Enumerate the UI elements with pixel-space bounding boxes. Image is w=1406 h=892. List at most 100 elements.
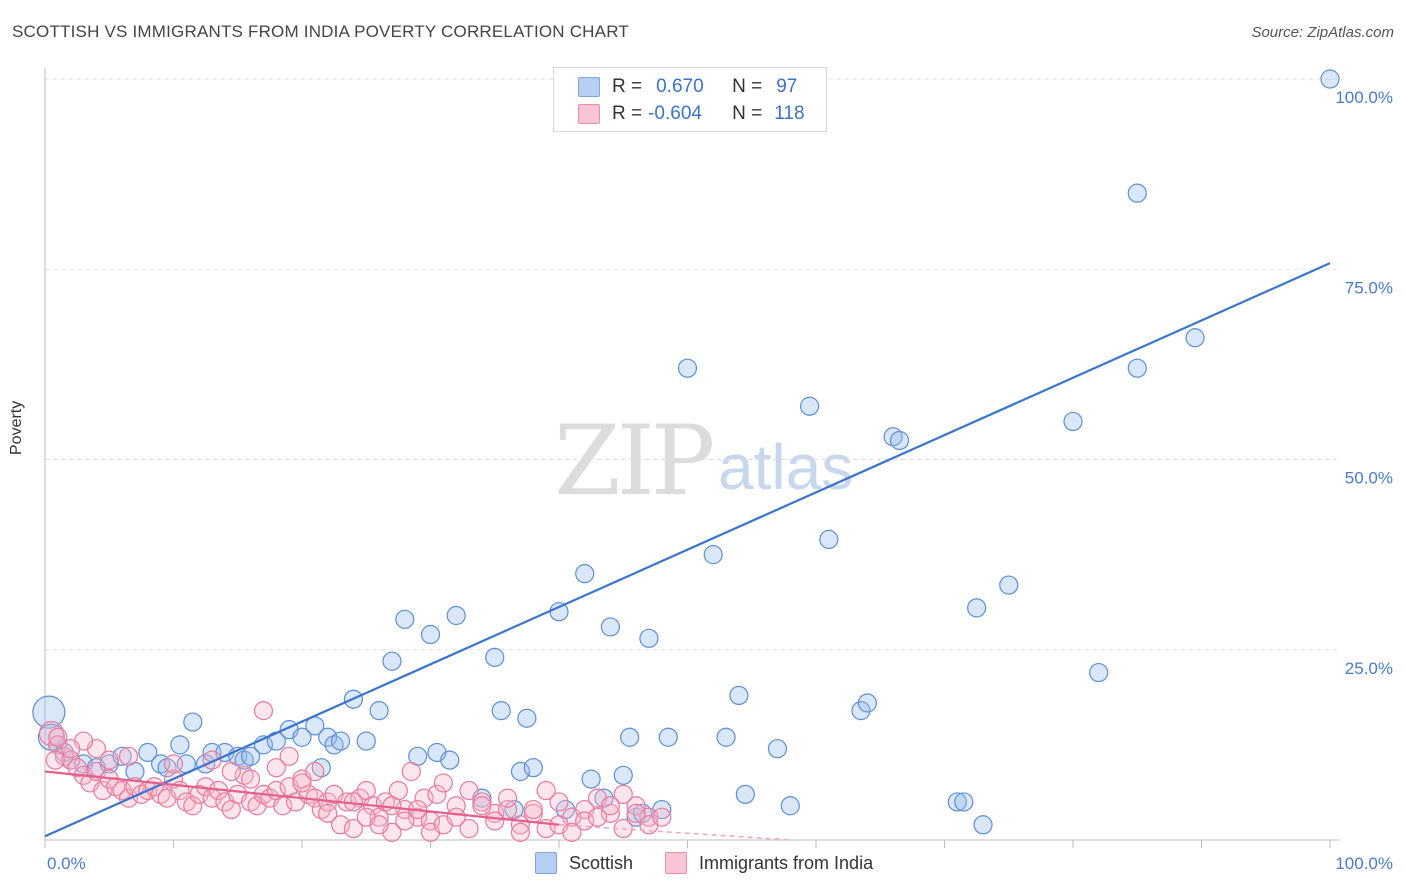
scottish-point bbox=[183, 712, 203, 732]
bottom-legend-swatch-india bbox=[665, 852, 688, 874]
scottish-point bbox=[967, 598, 987, 618]
india-point bbox=[600, 796, 621, 816]
india-point bbox=[408, 807, 428, 827]
legend-swatch-scottish bbox=[578, 77, 600, 97]
india-point bbox=[48, 727, 68, 747]
india-point bbox=[61, 739, 81, 759]
scottish-point bbox=[292, 727, 312, 747]
india-point bbox=[118, 746, 139, 766]
scottish-point bbox=[112, 746, 132, 766]
scottish-point bbox=[523, 758, 543, 778]
bottom-legend-label: Immigrants from India bbox=[699, 852, 874, 873]
scottish-point bbox=[735, 784, 755, 804]
y-tick-label: 25.0% bbox=[1345, 659, 1393, 678]
scottish-point bbox=[767, 739, 788, 759]
scottish-point bbox=[138, 742, 158, 763]
bottom-legend-scottish[interactable]: Scottish bbox=[535, 852, 633, 874]
legend-box: R = 0.670 N = 97 R = -0.604 N = 118 bbox=[553, 67, 827, 132]
y-tick-label: 50.0% bbox=[1345, 469, 1393, 488]
india-point bbox=[369, 815, 389, 835]
scottish-point bbox=[485, 647, 505, 667]
scottish-point bbox=[241, 746, 261, 766]
scottish-point bbox=[999, 575, 1019, 595]
scottish-point bbox=[510, 761, 531, 782]
india-point bbox=[183, 796, 203, 816]
scottish-point bbox=[658, 727, 678, 747]
india-point bbox=[510, 822, 531, 842]
scottish-point bbox=[639, 628, 659, 648]
india-point bbox=[61, 750, 81, 770]
y-tick-label: 75.0% bbox=[1345, 278, 1393, 297]
scottish-point bbox=[620, 727, 640, 747]
india-point bbox=[536, 780, 556, 801]
india-trend-extension bbox=[558, 824, 791, 841]
legend-swatch-india bbox=[578, 104, 600, 124]
scottish-point bbox=[440, 750, 460, 770]
scottish-point bbox=[1320, 69, 1340, 89]
legend-n-label: N = bbox=[732, 76, 763, 97]
india-point bbox=[330, 815, 351, 835]
scottish-point bbox=[517, 708, 537, 728]
india-point bbox=[414, 788, 434, 808]
india-point bbox=[279, 746, 299, 766]
india-point bbox=[459, 780, 479, 801]
india-point bbox=[472, 796, 492, 816]
india-point bbox=[600, 803, 621, 823]
scottish-point bbox=[613, 765, 633, 785]
india-point bbox=[427, 784, 447, 804]
scottish-point bbox=[1127, 183, 1147, 203]
india-point bbox=[163, 754, 184, 774]
legend-r-value: -0.604 bbox=[648, 103, 702, 124]
scottish-point bbox=[382, 651, 402, 671]
india-point bbox=[266, 758, 286, 778]
india-point bbox=[433, 773, 453, 793]
india-point bbox=[523, 799, 543, 820]
legend-n-label: N = bbox=[732, 103, 763, 124]
india-point bbox=[253, 701, 274, 721]
scottish-trend-line bbox=[44, 262, 1331, 838]
india-point bbox=[93, 780, 113, 801]
legend-r-label: R = bbox=[612, 103, 643, 124]
scottish-point bbox=[170, 735, 190, 755]
india-point bbox=[613, 784, 633, 804]
india-point bbox=[241, 769, 261, 789]
bottom-legend-india[interactable]: Immigrants from India bbox=[665, 852, 873, 874]
legend-row-india: R = -0.604 N = 118 bbox=[578, 101, 805, 127]
scottish-point bbox=[356, 731, 376, 751]
scottish-point bbox=[395, 609, 415, 629]
scottish-point bbox=[729, 685, 749, 706]
scottish-point bbox=[1185, 328, 1205, 348]
scottish-point bbox=[947, 792, 967, 812]
source-label: Source: ZipAtlas.com bbox=[1251, 24, 1394, 41]
india-trend-line bbox=[44, 770, 560, 826]
scottish-point bbox=[716, 727, 736, 747]
scottish-point bbox=[1127, 358, 1147, 378]
scottish-point bbox=[780, 796, 800, 816]
legend-n-value: 97 bbox=[776, 76, 798, 97]
india-point bbox=[99, 750, 119, 770]
india-point bbox=[498, 788, 518, 808]
legend-r-value: 0.670 bbox=[656, 76, 704, 97]
india-point bbox=[562, 822, 582, 842]
scottish-point bbox=[330, 731, 351, 751]
scottish-point bbox=[1089, 662, 1109, 683]
india-point bbox=[189, 784, 209, 804]
watermark-atlas: atlas bbox=[718, 431, 854, 503]
india-point bbox=[67, 758, 87, 778]
scottish-point bbox=[851, 701, 871, 721]
india-point bbox=[292, 773, 312, 793]
scottish-point bbox=[420, 624, 441, 645]
india-point bbox=[459, 818, 479, 839]
scottish-point bbox=[703, 545, 723, 565]
scottish-point bbox=[819, 529, 839, 550]
india-point bbox=[652, 807, 672, 827]
chart-title: SCOTTISH VS IMMIGRANTS FROM INDIA POVERT… bbox=[12, 22, 629, 41]
scottish-point bbox=[581, 769, 601, 789]
legend-r-label: R = bbox=[612, 76, 643, 97]
india-point bbox=[48, 735, 68, 755]
legend-n-value: 118 bbox=[774, 103, 805, 124]
scottish-point bbox=[491, 701, 511, 721]
india-point bbox=[401, 761, 421, 782]
x-tick-label: 100.0% bbox=[1335, 854, 1393, 873]
